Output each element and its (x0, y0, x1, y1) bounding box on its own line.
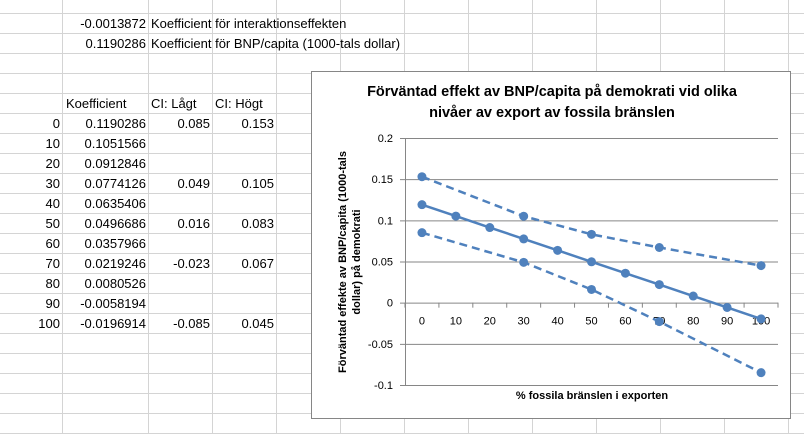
ci-high-cell[interactable] (212, 194, 274, 214)
x-cell[interactable]: 10 (45, 136, 60, 151)
coef-cell[interactable]: 0.0357966 (84, 236, 146, 251)
x-cell[interactable]: 40 (45, 196, 60, 211)
ci-low-cell[interactable] (148, 194, 210, 214)
ci-high-cell[interactable]: 0.105 (241, 176, 274, 191)
x-tick-label: 90 (721, 316, 733, 328)
coef-cell[interactable]: 0.0496686 (84, 216, 146, 231)
data-point (417, 200, 427, 210)
value-cell[interactable]: -0.0013872 (80, 16, 146, 31)
x-tick-label: 0 (419, 316, 425, 328)
x-cell[interactable]: 70 (45, 256, 60, 271)
ci-low-cell[interactable] (148, 134, 210, 154)
y-axis-title-line: Förväntad effekte av BNP/capita (1000-ta… (337, 151, 349, 373)
x-cell[interactable]: 90 (45, 296, 60, 311)
data-point (756, 314, 766, 324)
chart-title: Förväntad effekt av BNP/capita på demokr… (367, 84, 738, 100)
label-cell[interactable]: Koefficient för BNP/capita (1000-tals do… (151, 36, 401, 51)
ci-low-cell[interactable]: 0.085 (177, 116, 210, 131)
x-tick-label: 40 (551, 316, 563, 328)
data-point (756, 261, 766, 271)
x-tick-label: 80 (687, 316, 699, 328)
coef-cell[interactable]: -0.0058194 (80, 296, 146, 311)
data-point (654, 280, 664, 290)
coef-cell[interactable]: 0.1190286 (85, 116, 147, 131)
y-tick-label: 0.15 (372, 174, 393, 186)
ci-high-cell[interactable]: 0.083 (241, 216, 274, 231)
ci-low-cell[interactable]: -0.085 (173, 316, 210, 331)
data-point (688, 291, 698, 301)
value-cell[interactable]: 0.1190286 (85, 36, 147, 51)
x-tick-label: 60 (619, 316, 631, 328)
data-point (587, 229, 596, 239)
data-point (654, 243, 664, 253)
ci-high-cell[interactable]: 0.045 (241, 316, 274, 331)
y-axis-title-line: dollar) på demokrati (351, 209, 363, 314)
data-point (417, 172, 427, 182)
ci-low-cell[interactable]: 0.049 (177, 176, 210, 191)
x-tick-label: 10 (450, 316, 462, 328)
x-tick-label: 30 (518, 316, 530, 328)
chart-svg: Förväntad effekt av BNP/capita på demokr… (337, 84, 779, 402)
ci-low-cell[interactable] (148, 154, 210, 174)
data-point (519, 211, 529, 221)
x-cell[interactable]: 0 (52, 116, 60, 131)
y-tick-label: -0.1 (374, 380, 393, 392)
ci-low-cell[interactable]: -0.023 (173, 256, 210, 271)
data-point (587, 257, 596, 267)
x-tick-label: 50 (585, 316, 597, 328)
data-point (756, 368, 766, 378)
label-cell[interactable]: Koefficient för interaktionseffekten (151, 16, 347, 31)
coef-cell[interactable]: 0.1051566 (84, 136, 146, 151)
ci-high-cell[interactable]: 0.067 (241, 256, 274, 271)
data-point (587, 284, 596, 294)
coef-cell[interactable]: 0.0080526 (84, 276, 146, 291)
data-point (553, 245, 563, 255)
series-line-2 (421, 231, 762, 374)
series-line-1 (421, 175, 762, 267)
y-tick-label: 0.05 (372, 257, 393, 269)
y-tick-label: -0.05 (368, 339, 393, 351)
ci-high-cell[interactable] (212, 154, 274, 174)
x-cell[interactable]: 20 (45, 156, 60, 171)
ci-high-cell[interactable] (212, 274, 274, 294)
data-point (485, 223, 495, 233)
data-point (519, 234, 529, 244)
ci-low-cell[interactable] (148, 234, 210, 254)
ci-high-cell[interactable] (212, 294, 274, 314)
header-ci-low[interactable]: CI: Lågt (151, 96, 197, 111)
coef-cell[interactable]: 0.0774126 (84, 176, 146, 191)
y-tick-label: 0.1 (378, 215, 393, 227)
ci-low-cell[interactable] (148, 294, 210, 314)
y-tick-label: 0 (387, 298, 393, 310)
ci-high-cell[interactable] (212, 134, 274, 154)
coef-cell[interactable]: 0.0219246 (84, 256, 146, 271)
coef-cell[interactable]: -0.0196914 (80, 316, 146, 331)
header-ci-high[interactable]: CI: Högt (215, 96, 263, 111)
coef-cell[interactable]: 0.0912846 (84, 156, 146, 171)
x-cell[interactable]: 30 (45, 176, 60, 191)
chart[interactable]: Förväntad effekt av BNP/capita på demokr… (311, 71, 791, 419)
ci-low-cell[interactable] (148, 274, 210, 294)
x-cell[interactable]: 50 (45, 216, 60, 231)
chart-title: nivåer av export av fossila bränslen (429, 105, 675, 121)
data-point (620, 268, 630, 278)
y-axis-title: Förväntad effekte av BNP/capita (1000-ta… (337, 151, 363, 373)
x-cell[interactable]: 100 (38, 316, 60, 331)
ci-high-cell[interactable] (212, 234, 274, 254)
x-cell[interactable]: 60 (45, 236, 60, 251)
data-point (417, 228, 427, 238)
y-tick-label: 0.2 (378, 133, 393, 145)
x-cell[interactable]: 80 (45, 276, 60, 291)
header-koefficient[interactable]: Koefficient (66, 96, 127, 111)
data-point (654, 317, 664, 327)
x-tick-label: 20 (484, 316, 496, 328)
data-point (451, 211, 461, 221)
data-point (519, 257, 529, 267)
x-axis-title: % fossila bränslen i exporten (516, 390, 668, 402)
coef-cell[interactable]: 0.0635406 (84, 196, 146, 211)
ci-high-cell[interactable]: 0.153 (241, 116, 274, 131)
ci-low-cell[interactable]: 0.016 (177, 216, 210, 231)
data-point (722, 302, 732, 312)
